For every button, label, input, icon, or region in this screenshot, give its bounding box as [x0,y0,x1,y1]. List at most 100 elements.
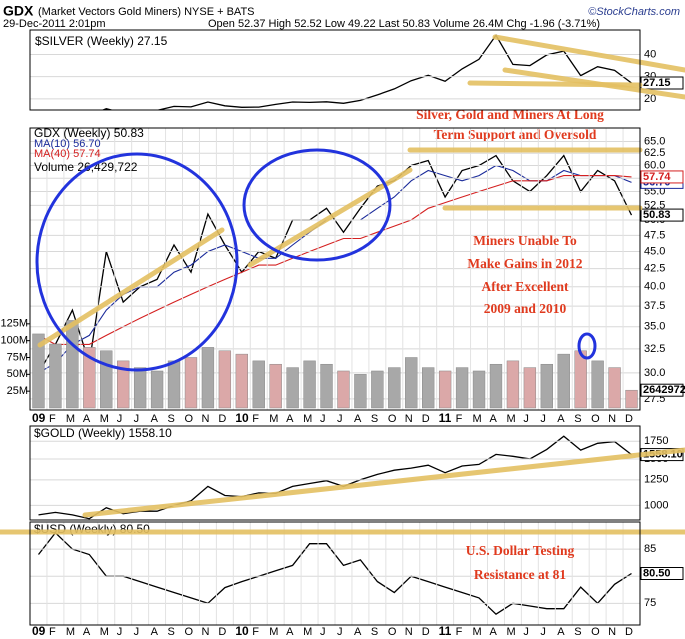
annotation: Make Gains in 2012 [467,256,582,271]
volume-bar [117,360,130,409]
x-tick-label: D [625,413,633,425]
x-tick-label: M [66,413,75,425]
last-value-label: 80.50 [643,567,671,579]
volume-bar [557,353,570,409]
y-tick-label: 20 [644,93,656,105]
x-tick-label: A [354,626,362,638]
x-tick-label: F [456,626,463,638]
volume-bar [133,367,147,409]
x-tick-label: D [218,413,226,425]
trend-line [82,447,685,518]
x-tick-label: 11 [439,411,452,425]
name: (Market Vectors Gold Miners) NYSE + BATS [38,6,255,18]
highlight-circle [35,152,239,372]
volume-bar [167,360,181,409]
x-tick-label: A [83,413,91,425]
x-tick-label: S [574,626,581,638]
x-tick-label: A [354,413,362,425]
annotation: Term Support and Oversold [434,127,597,142]
series-line [101,34,632,110]
panel [38,435,632,520]
x-tick-label: A [490,626,498,638]
x-tick-label: N [201,413,209,425]
x-tick-label: M [269,626,278,638]
volume-bar [269,363,282,409]
volume-bar [235,353,248,409]
y-tick-label: 47.5 [644,229,665,241]
x-tick-label: M [100,413,109,425]
volume-bar [32,333,45,409]
y-tick-label: 75M [7,351,28,363]
x-tick-label: N [405,413,413,425]
x-tick-label: M [506,413,515,425]
trend-line [467,80,643,88]
x-tick-label: O [591,413,600,425]
volume-bar [574,350,587,409]
y-tick-label: 100M [0,335,28,347]
volume-bar [320,363,333,409]
annotation: Miners Unable To [473,233,577,248]
x-tick-label: J [320,413,326,425]
x-tick-label: S [168,626,175,638]
volume-bar [489,363,503,409]
x-tick-label: O [591,626,600,638]
y-tick-label: 75 [644,597,656,609]
x-tick-label: D [422,413,430,425]
y-tick-label: 30.0 [644,367,665,379]
x-tick-label: M [303,413,312,425]
x-tick-label: M [303,626,312,638]
volume-bar [523,367,537,409]
date: 29-Dec-2011 2:01pm [3,18,106,30]
y-tick-label: 40 [644,48,656,60]
x-tick-label: M [506,626,515,638]
credit: ©StockCharts.com [588,6,680,18]
y-tick-label: 52.5 [644,199,665,211]
x-tick-label: A [286,413,294,425]
y-tick-label: 62.5 [644,147,665,159]
legend-entry: MA(40) 57.74 [34,148,101,160]
panel [32,320,638,409]
x-tick-label: D [625,626,633,638]
last-value-label: 26429722 [643,384,685,396]
y-tick-label: 32.5 [644,343,665,355]
volume-bar [303,360,316,409]
x-tick-label: 10 [235,411,249,425]
x-tick-label: A [83,626,91,638]
x-tick-label: J [134,626,140,638]
volume-bar [252,360,265,409]
y-tick-label: 1750 [644,435,668,447]
volume-bar [201,347,215,409]
volume-bar [455,367,469,409]
x-tick-label: S [574,413,581,425]
x-tick-label: M [269,413,278,425]
volume-bar [100,350,113,409]
x-tick-label: M [473,413,482,425]
x-tick-label: S [168,413,175,425]
x-tick-label: A [557,626,565,638]
x-tick-label: J [134,413,140,425]
panel-frame [29,29,641,111]
volume-bar [472,370,486,409]
last-value-box [640,567,684,580]
x-tick-label: A [151,413,159,425]
x-tick-label: N [405,626,413,638]
volume-bar [405,357,418,409]
y-tick-label: 50M [7,368,28,380]
volume-bar [286,367,299,409]
last-value-box [640,208,684,222]
x-tick-label: D [422,626,430,638]
volume-bar [608,367,621,409]
x-tick-label: J [117,626,123,638]
trend-line [247,167,413,268]
x-tick-label: F [252,413,259,425]
volume-bar [388,367,401,409]
x-tick-label: S [371,626,378,638]
last-value-label: 27.15 [643,77,671,89]
y-tick-label: 25M [7,385,28,397]
volume-bar [540,363,553,409]
last-value-label: 57.74 [643,171,671,183]
y-tick-label: 35.0 [644,321,665,333]
volume-bar [49,343,62,409]
plots: 20304027.15$SILVER (Weekly) 27.15Silver,… [0,34,685,638]
x-tick-label: F [456,413,463,425]
